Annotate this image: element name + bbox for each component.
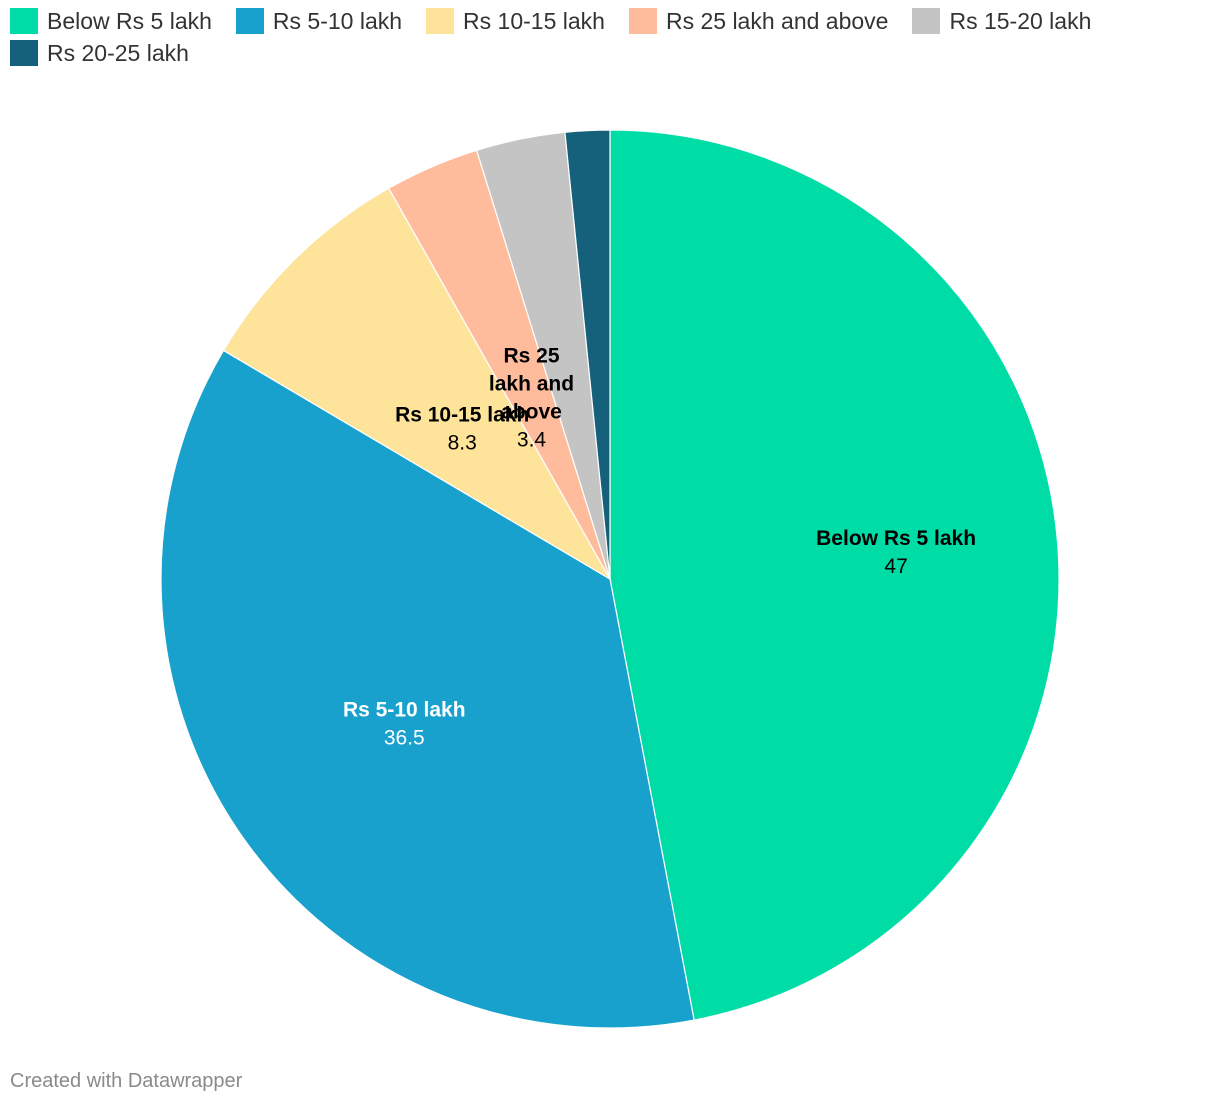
legend-label: Rs 15-20 lakh [949, 7, 1092, 34]
pie-slice [160, 349, 695, 1029]
pie-labels: Below Rs 5 lakh 47 Rs 5-10 lakh 36.5 Rs 10-1… [343, 345, 976, 750]
pie-slice [609, 129, 1060, 1021]
legend-label: Rs 5-10 lakh [272, 7, 403, 34]
slice-value: 8.3 [448, 431, 477, 454]
pie-slices [160, 129, 1060, 1029]
slice-label: Rs 5-10 lakh [343, 699, 466, 722]
slice-label: Below Rs 5 lakh [816, 527, 976, 550]
legend-label: Below Rs 5 lakh [47, 7, 212, 34]
legend-item: Rs 10-15 lakh [426, 8, 605, 34]
legend-item: Rs 5-10 lakh [235, 7, 403, 34]
slice-value: 3.4 [517, 429, 547, 452]
slice-label: Rs 25 [503, 345, 559, 368]
legend-item: Rs 15-20 lakh [912, 8, 1091, 34]
legend-item: Rs 25 lakh and above [628, 7, 889, 34]
legend-label: Rs 25 lakh and above [665, 7, 889, 34]
slice-label: lakh and [489, 373, 574, 396]
footer-credit: Created with Datawrapper [10, 1070, 243, 1092]
legend-swatch [10, 40, 38, 66]
slice-label: Rs 10-15 lakh [395, 403, 529, 426]
legend: Below Rs 5 lakh Rs 5-10 lakh Rs 10-15 lakh… [10, 8, 1210, 66]
legend-swatch [10, 8, 38, 34]
pie-slice [222, 187, 612, 581]
legend-swatch [912, 8, 941, 34]
legend-label: Rs 20-25 lakh [47, 39, 189, 66]
legend-swatch [426, 8, 455, 34]
pie-slice [564, 129, 611, 580]
slice-label: above [501, 401, 562, 424]
legend-swatch [628, 8, 657, 34]
legend-item: Rs 20-25 lakh [10, 40, 189, 66]
slice-value: 36.5 [384, 727, 425, 750]
legend-swatch [235, 8, 264, 34]
legend-label: Rs 10-15 lakh [463, 7, 605, 34]
slice-value: 47 [884, 555, 907, 578]
legend-item: Below Rs 5 lakh [10, 8, 212, 34]
